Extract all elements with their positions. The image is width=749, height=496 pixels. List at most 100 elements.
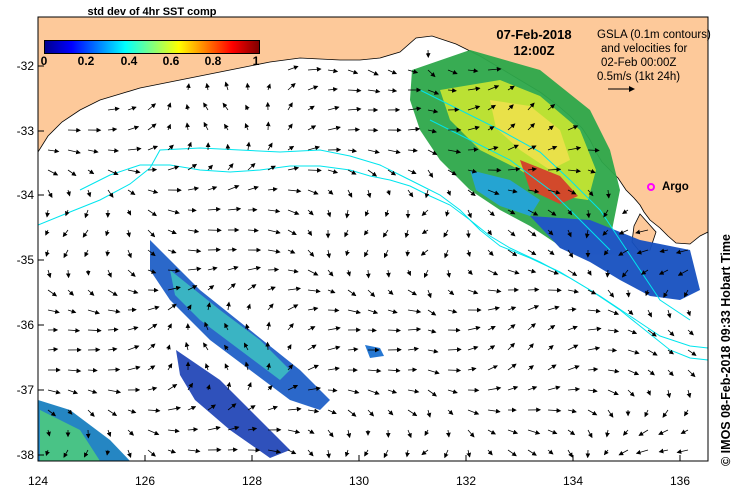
velocity-arrow — [387, 69, 398, 75]
velocity-arrow — [326, 449, 331, 459]
velocity-arrow — [547, 103, 556, 111]
velocity-arrow — [87, 367, 98, 373]
velocity-arrow — [527, 209, 539, 216]
velocity-arrow — [127, 449, 132, 458]
velocity-arrow — [267, 303, 274, 311]
velocity-arrow — [84, 449, 89, 458]
velocity-arrow — [466, 249, 471, 257]
velocity-arrow — [246, 141, 251, 151]
velocity-arrow — [347, 106, 362, 112]
velocity-arrow — [167, 428, 180, 434]
velocity-arrow — [167, 285, 181, 291]
velocity-arrow — [447, 169, 457, 176]
velocity-arrow — [287, 406, 302, 412]
velocity-arrow — [307, 145, 320, 151]
velocity-arrow — [547, 429, 558, 435]
velocity-arrow — [527, 268, 537, 274]
velocity-arrow — [267, 142, 273, 151]
velocity-arrow — [287, 268, 299, 274]
velocity-arrow — [65, 269, 71, 279]
velocity-arrow — [444, 449, 449, 459]
velocity-arrow — [327, 105, 340, 111]
velocity-arrow — [386, 269, 391, 278]
velocity-arrow — [147, 323, 158, 331]
velocity-arrow — [547, 145, 558, 151]
velocity-arrow — [667, 329, 675, 337]
velocity-arrow — [227, 403, 237, 411]
velocity-arrow — [167, 229, 177, 235]
velocity-arrow — [67, 409, 73, 415]
velocity-arrow — [45, 229, 50, 236]
velocity-arrow — [186, 304, 192, 311]
velocity-arrow — [367, 389, 380, 395]
velocity-arrow — [105, 249, 111, 257]
velocity-arrow — [327, 87, 338, 92]
velocity-arrow — [127, 365, 141, 371]
velocity-arrow — [407, 126, 421, 132]
velocity-arrow — [427, 309, 437, 316]
velocity-arrow — [347, 389, 360, 395]
velocity-arrow — [677, 269, 689, 276]
velocity-arrow — [507, 342, 515, 351]
velocity-arrow — [567, 146, 582, 151]
velocity-arrow — [147, 386, 158, 392]
velocity-arrow — [127, 106, 137, 111]
velocity-arrow — [287, 209, 300, 215]
velocity-arrow — [443, 229, 449, 238]
velocity-arrow — [47, 169, 59, 176]
velocity-arrow — [467, 289, 479, 295]
velocity-arrow — [407, 289, 417, 296]
velocity-arrow — [107, 409, 118, 417]
velocity-arrow — [387, 289, 394, 295]
velocity-arrow — [327, 429, 334, 438]
velocity-arrow — [407, 409, 418, 417]
colorbar — [44, 40, 260, 54]
velocity-arrow — [227, 447, 238, 453]
velocity-arrow — [107, 148, 119, 153]
velocity-arrow — [227, 163, 234, 171]
velocity-arrow — [567, 168, 581, 174]
gsla-note-line: and velocities for — [601, 43, 688, 55]
velocity-arrow — [383, 249, 389, 259]
velocity-arrow — [167, 209, 180, 215]
velocity-arrow — [147, 343, 156, 351]
velocity-arrow — [584, 229, 590, 239]
velocity-arrow — [327, 409, 337, 415]
velocity-arrow — [167, 323, 172, 331]
velocity-arrow — [327, 326, 341, 331]
velocity-arrow — [326, 209, 332, 218]
velocity-arrow — [265, 341, 271, 351]
gsla-contours — [38, 89, 708, 361]
velocity-arrow — [427, 369, 440, 375]
velocity-arrow — [467, 209, 472, 219]
velocity-arrow — [487, 189, 500, 195]
velocity-arrow — [426, 409, 432, 418]
velocity-arrow — [667, 349, 674, 355]
colorbar-tick: 0.6 — [162, 54, 180, 68]
velocity-arrow — [487, 408, 501, 414]
velocity-arrow — [105, 229, 110, 237]
velocity-arrow — [446, 189, 451, 196]
velocity-arrow — [607, 389, 619, 396]
velocity-arrow — [107, 308, 121, 314]
axis-ticks — [37, 65, 681, 461]
velocity-arrow — [424, 269, 429, 279]
velocity-arrow — [587, 429, 593, 439]
velocity-arrow — [166, 344, 171, 351]
velocity-arrow — [627, 369, 640, 376]
velocity-arrow — [547, 189, 561, 195]
velocity-arrow — [267, 229, 281, 235]
velocity-arrow — [507, 123, 516, 131]
velocity-arrow — [107, 389, 122, 394]
velocity-arrow — [366, 189, 372, 199]
velocity-arrow — [327, 68, 339, 74]
velocity-arrow — [126, 209, 132, 216]
velocity-arrow — [527, 102, 535, 111]
velocity-arrow — [627, 329, 638, 335]
velocity-arrow — [487, 145, 499, 151]
lat-tick: -36 — [16, 318, 34, 332]
velocity-arrow — [587, 168, 596, 174]
velocity-arrow — [567, 229, 572, 238]
velocity-arrow — [527, 229, 537, 237]
velocity-arrow — [507, 385, 519, 391]
